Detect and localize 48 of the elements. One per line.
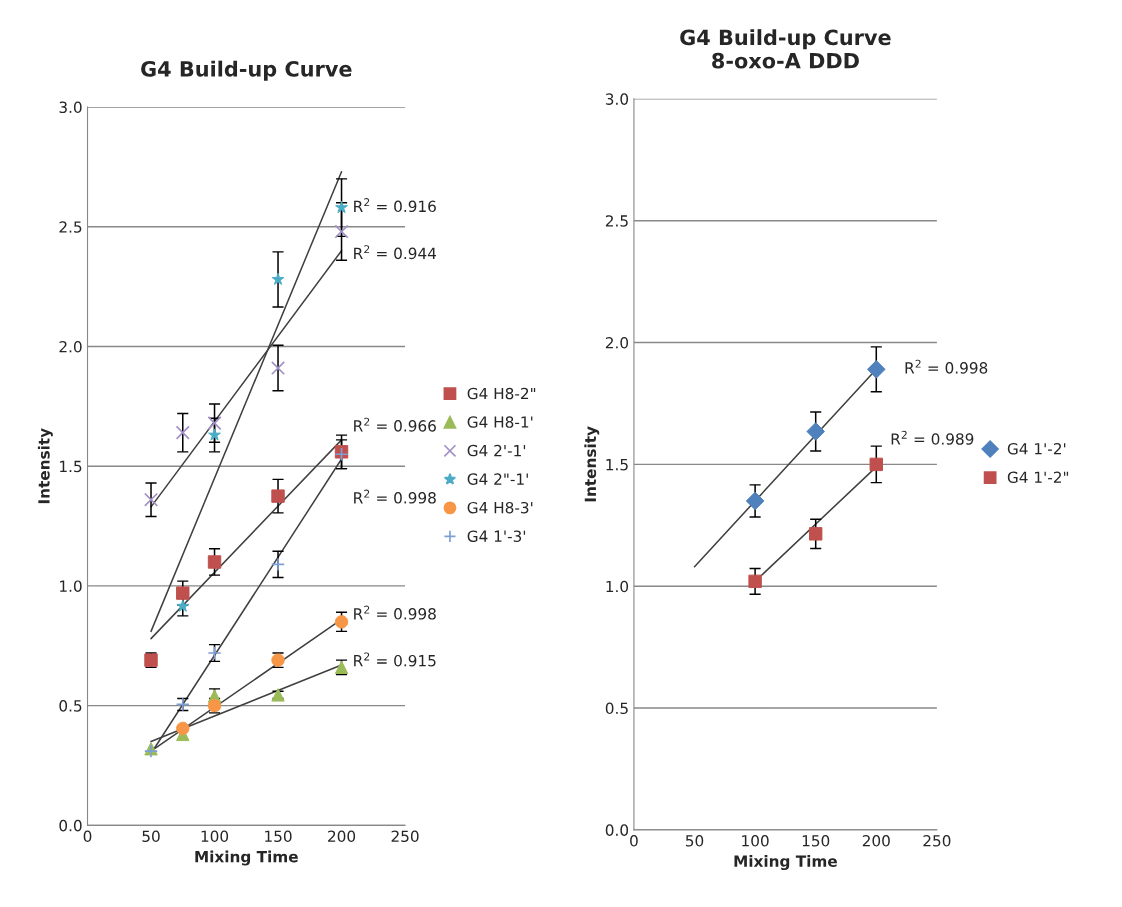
legend-label: G4 1'-2" bbox=[1007, 471, 1069, 484]
y-tick-label: 1.5 bbox=[606, 459, 628, 471]
legend-label: G4 2"-1' bbox=[467, 473, 528, 485]
legend-label: G4 H8-2" bbox=[467, 387, 536, 400]
x-tick-label: 0 bbox=[630, 835, 638, 847]
annotation: R$^{2}$ = 0.998 bbox=[354, 489, 436, 504]
x-tick-label: 200 bbox=[328, 830, 356, 843]
y-tick-label: 0.5 bbox=[59, 700, 82, 712]
y-tick-label: 0.0 bbox=[59, 819, 82, 832]
annotation: R$^{2}$ = 0.966 bbox=[354, 417, 436, 432]
x-tick-label: 200 bbox=[862, 835, 890, 847]
y-tick-label: 3.0 bbox=[59, 101, 82, 114]
y-tick-label: 0.0 bbox=[605, 824, 629, 836]
annotation: R$^{2}$ = 0.916 bbox=[354, 198, 436, 213]
x-tick-label: 0 bbox=[83, 830, 92, 843]
y-axis-title: Intensity bbox=[584, 426, 600, 502]
chart-title: G4 Build-up Curve 8-oxo-A DDD bbox=[680, 29, 891, 69]
x-tick-label: 100 bbox=[201, 830, 229, 843]
legend-label: G4 H8-3' bbox=[467, 501, 533, 514]
annotation: R$^{2}$ = 0.915 bbox=[354, 652, 436, 667]
y-tick-label: 2.5 bbox=[605, 215, 628, 227]
x-tick-label: 50 bbox=[685, 835, 704, 847]
x-tick-label: 100 bbox=[742, 835, 769, 847]
y-tick-label: 1.0 bbox=[606, 580, 629, 593]
chart-title: G4 Build-up Curve bbox=[141, 60, 352, 81]
legend-label: G4 H8-1' bbox=[467, 416, 533, 428]
y-tick-label: 2.5 bbox=[59, 221, 82, 233]
legend-label: G4 1'-3' bbox=[467, 530, 526, 542]
annotation: R$^{2}$ = 0.998 bbox=[905, 359, 988, 374]
x-tick-label: 50 bbox=[142, 830, 160, 843]
legend-label: G4 2'-1' bbox=[467, 444, 526, 457]
x-axis-title: Mixing Time bbox=[195, 850, 298, 866]
y-tick-label: 2.0 bbox=[59, 340, 82, 353]
x-axis-title: Mixing Time bbox=[734, 855, 837, 871]
y-tick-label: 1.5 bbox=[60, 460, 82, 473]
x-tick-label: 150 bbox=[802, 835, 830, 847]
y-tick-label: 3.0 bbox=[605, 93, 629, 105]
y-tick-label: 1.0 bbox=[60, 580, 82, 592]
annotation: R$^{2}$ = 0.944 bbox=[354, 245, 437, 260]
x-tick-label: 150 bbox=[265, 830, 292, 843]
legend-label: G4 1'-2' bbox=[1007, 442, 1066, 455]
x-tick-label: 250 bbox=[391, 830, 419, 843]
annotation: R$^{2}$ = 0.989 bbox=[891, 430, 974, 445]
y-tick-label: 0.5 bbox=[605, 702, 628, 715]
annotation: R$^{2}$ = 0.998 bbox=[354, 605, 436, 620]
x-tick-label: 250 bbox=[923, 835, 951, 847]
y-tick-label: 2.0 bbox=[605, 337, 629, 349]
y-axis-title: Intensity bbox=[37, 428, 53, 504]
